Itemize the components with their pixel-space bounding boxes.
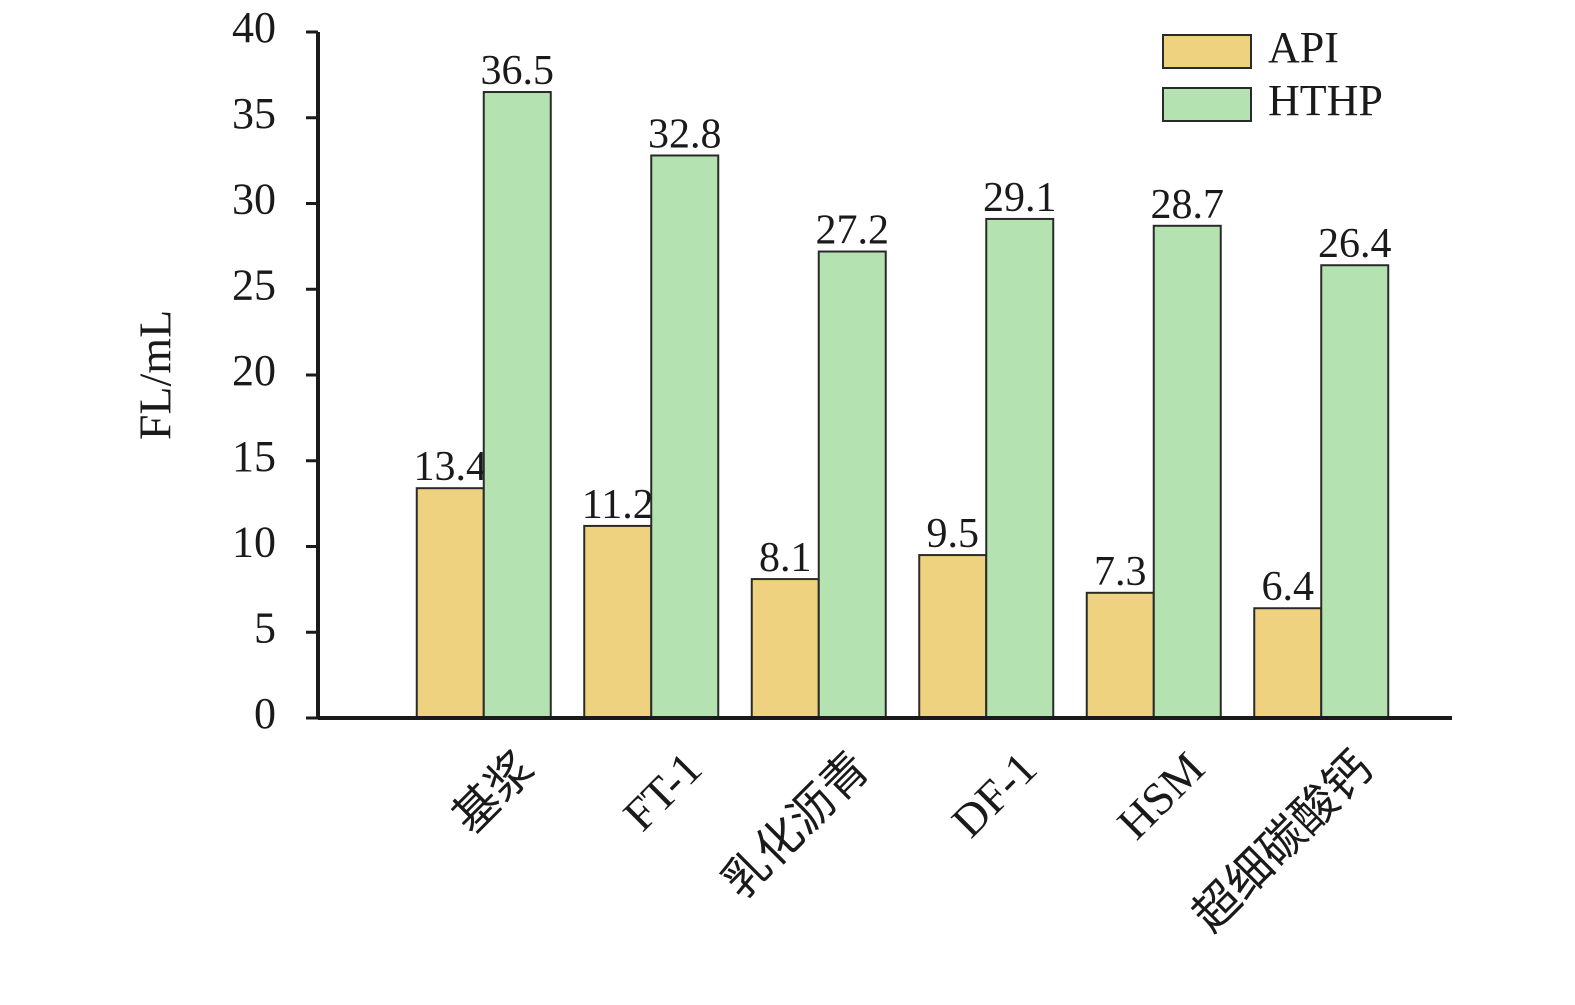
- value-label: 32.8: [648, 111, 722, 157]
- bar: [1253, 607, 1323, 719]
- y-tick-label: 35: [232, 89, 276, 138]
- bar: [985, 217, 1055, 719]
- value-label: 9.5: [927, 511, 980, 557]
- bar: [415, 487, 485, 719]
- x-tick-label: FT-1: [613, 742, 711, 840]
- value-label: 28.7: [1151, 182, 1225, 228]
- y-tick-label: 0: [254, 689, 276, 738]
- value-label: 11.2: [582, 482, 654, 528]
- value-label: 6.4: [1262, 564, 1315, 610]
- value-label: 36.5: [481, 48, 555, 94]
- bar: [1152, 224, 1222, 719]
- value-label: 26.4: [1318, 221, 1392, 267]
- y-tick-label: 40: [232, 3, 276, 52]
- x-tick-label: 超细碳酸钙: [1183, 742, 1382, 941]
- value-label: 13.4: [414, 444, 488, 490]
- y-tick-label: 5: [254, 603, 276, 652]
- value-label: 7.3: [1094, 549, 1147, 595]
- x-tick-label: 乳化沥青: [713, 742, 879, 908]
- bar: [918, 554, 988, 720]
- bar: [1085, 591, 1155, 719]
- value-label: 8.1: [759, 535, 812, 581]
- bar: [817, 250, 887, 720]
- y-tick-label: 15: [232, 432, 276, 481]
- legend-swatch: [1162, 87, 1252, 122]
- y-tick-label: 30: [232, 175, 276, 224]
- y-tick-label: 20: [232, 346, 276, 395]
- y-axis-label: FL/mL: [130, 310, 181, 440]
- value-label: 27.2: [816, 208, 890, 254]
- x-tick-label: DF-1: [942, 742, 1047, 847]
- bar: [583, 524, 653, 719]
- legend-label: API: [1268, 23, 1339, 72]
- y-tick-label: 10: [232, 518, 276, 567]
- legend-label: HTHP: [1268, 76, 1383, 125]
- value-label: 29.1: [983, 175, 1057, 221]
- x-tick-label: HSM: [1107, 742, 1214, 849]
- bar: [650, 154, 720, 720]
- x-tick-label: 基浆: [443, 742, 544, 843]
- y-tick-label: 25: [232, 260, 276, 309]
- bar: [482, 91, 552, 719]
- bar: [750, 578, 820, 720]
- bar: [1320, 264, 1390, 719]
- legend-swatch: [1162, 34, 1252, 69]
